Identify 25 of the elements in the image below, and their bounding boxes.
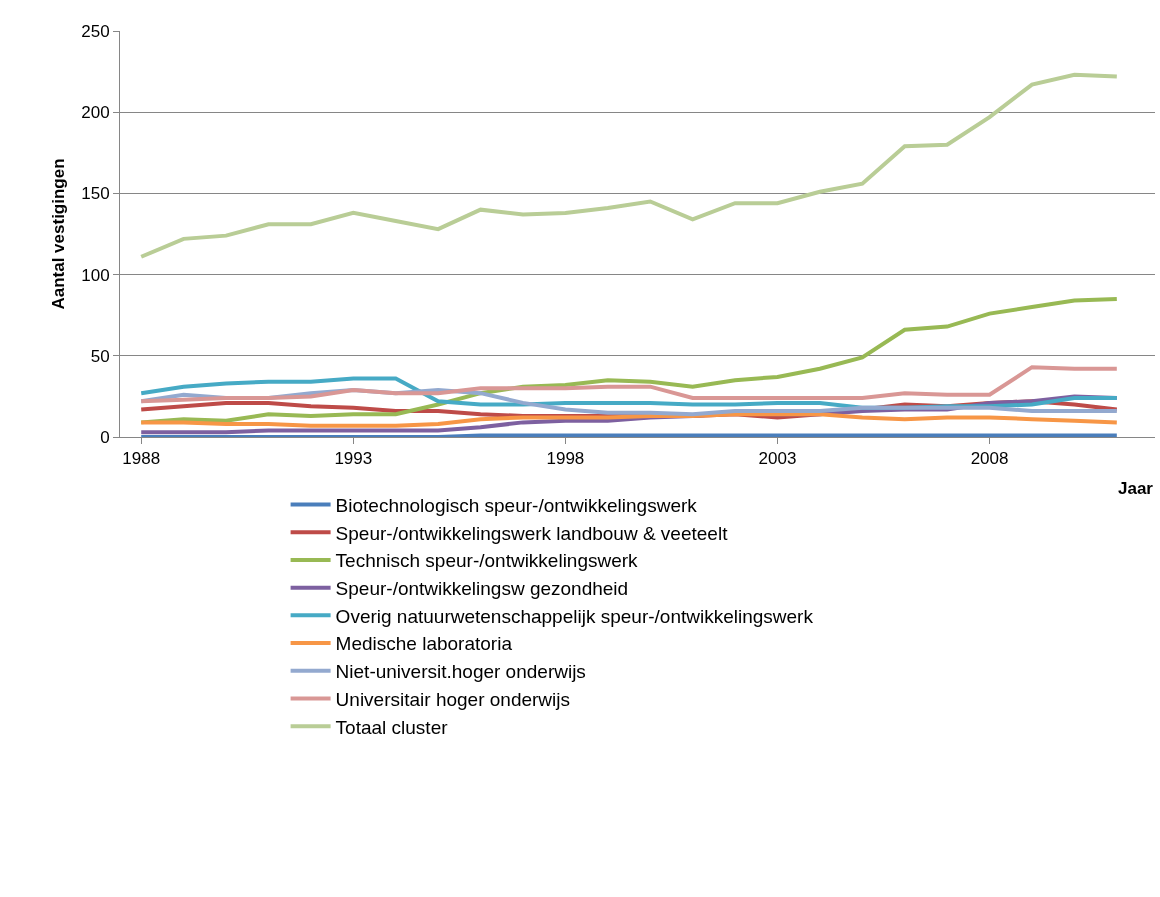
y-tick-label: 100 [81,265,110,285]
line-series [139,365,1119,404]
x-tick-label: 1988 [122,449,161,469]
x-tick-label: 1998 [546,449,585,469]
legend-label: Totaal cluster [335,716,449,738]
line-series [139,412,1119,428]
y-tick-label: 50 [90,346,110,366]
line-series [139,72,1119,259]
legend-label: Biotechnologisch speur-/ontwikkelingswerk [335,494,698,516]
y-tick-label: 0 [100,427,110,447]
x-tick-label: 2008 [970,449,1009,469]
legend-label: Speur-/ontwikkelingswerk landbouw & veeteelt [335,522,729,544]
x-tick-label: 2003 [758,449,797,469]
y-tick-label: 200 [81,103,110,123]
x-axis-title: Jaar [1118,479,1154,498]
legend-label: Speur-/ontwikkelingsw gezondheid [335,578,629,600]
legend-label: Medische laboratoria [335,633,513,655]
y-tick-label: 250 [81,21,110,41]
legend-label: Technisch speur-/ontwikkelingswerk [335,550,639,572]
y-axis-title: Aantal vestigingen [48,158,68,310]
y-tick-label: 150 [81,184,110,204]
x-tick-label: 1993 [334,449,373,469]
legend-label: Universitair hoger onderwijs [335,688,571,710]
legend-label: Niet-universit.hoger onderwijs [335,661,586,683]
legend-label: Overig natuurwetenschappelijk speur-/ontwikkelingswerk [335,605,814,627]
